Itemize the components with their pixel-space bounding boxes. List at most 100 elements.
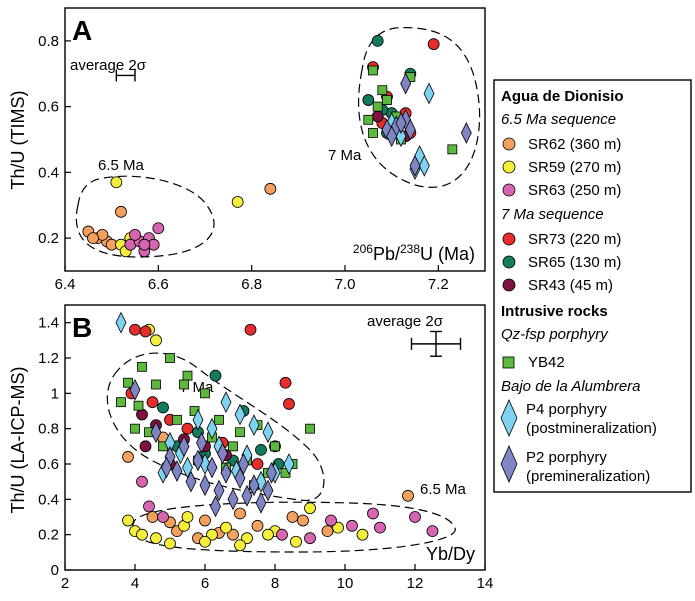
panel-a-xlabel-b: U (Ma) (420, 244, 475, 264)
panel-a-point-yb42 (447, 144, 458, 155)
panel-b-point-p2 (248, 474, 260, 497)
panel-b-point-p2 (161, 456, 172, 479)
panel-b-point-sr73 (283, 398, 295, 410)
panel-a-point-sr59 (231, 196, 244, 208)
panel-b-xtick-label: 2 (61, 575, 69, 592)
panel-a-ytick-label: 0.8 (38, 33, 59, 50)
legend-item-sr43: SR43 (45 m) (502, 277, 613, 294)
legend-marker-sr73 (502, 232, 516, 246)
panel-b-point-p2 (178, 435, 190, 458)
panel-a-point-sr65 (371, 34, 384, 47)
panel-a-xlabel-pre: 206 (353, 242, 373, 256)
panel-b-point-p2 (185, 470, 197, 493)
legend-title: Agua de Dionisio (501, 88, 624, 105)
panel-a-point-p2 (386, 125, 398, 148)
panel-a-label: A (72, 15, 92, 46)
panel-b-point-p4 (283, 453, 295, 475)
panel-b-point-p2 (192, 449, 204, 472)
panel-b-point-yb42 (165, 353, 175, 363)
legend-marker-yb42 (502, 356, 515, 369)
panel-b-point-sr59 (262, 528, 274, 541)
panel-a-ylabel: Th/U (TIMS) (8, 91, 28, 190)
panel-a-ytick-label: 0.2 (38, 230, 59, 247)
panel-b-point-p2 (171, 460, 183, 482)
panel-b-point-p2 (241, 484, 253, 507)
legend-label-sr65: SR65 (130 m) (528, 254, 621, 271)
panel-a-envelope-label-7: 7 Ma (328, 147, 362, 164)
panel-b-point-p4 (234, 403, 246, 426)
panel-b-point-sr62 (402, 489, 414, 502)
panel-b-point-yb42 (179, 379, 189, 390)
legend-item-yb42: YB42 (502, 354, 565, 371)
panel-b-point-yb42 (123, 377, 133, 388)
panel-b-point-sr65 (157, 401, 169, 414)
panel-a-point-sr62 (264, 182, 277, 195)
legend-label-p4-line2: (postmineralization) (526, 420, 657, 437)
panel-b-point-sr59 (150, 334, 162, 347)
panel-a-ytick-label: 0.6 (38, 99, 59, 116)
legend-intrusive-title: Intrusive rocks (501, 303, 608, 320)
panel-b-point-p2 (210, 495, 221, 518)
panel-b-point-p4 (115, 311, 127, 334)
panel-b-point-p4 (248, 414, 260, 437)
panel-b-point-p2 (217, 442, 228, 465)
panel-b-ytick-label: 0.4 (38, 491, 59, 508)
panel-b-point-sr73 (279, 376, 292, 389)
panel-a-point-yb42 (368, 65, 378, 76)
panel-a-xtick-label: 6.8 (241, 276, 262, 293)
panel-b-point-sr59 (206, 528, 218, 541)
panel-a-xlabel: 206Pb/238U (Ma) (353, 242, 475, 264)
panel-b-point-yb42 (235, 427, 245, 438)
panel-a-xtick-label: 7.2 (428, 276, 449, 293)
panel-b-ytick-label: 1.2 (38, 350, 59, 367)
panel-b-point-p2 (238, 453, 249, 475)
panel-b-point-p2 (220, 461, 232, 484)
legend-label-p2-line2: (premineralization) (526, 468, 650, 485)
panel-b-point-sr65 (209, 369, 222, 382)
panel-b-point-sr63 (136, 475, 148, 488)
panel-b-envelope-label-65: 6.5 Ma (420, 481, 467, 498)
panel-a-point-yb42 (382, 95, 392, 105)
panel-b-xtick-label: 8 (271, 575, 279, 592)
panel-b-point-sr59 (304, 502, 316, 515)
panel-a-envelope-label-65: 6.5 Ma (98, 157, 145, 174)
panel-b-point-yb42 (151, 379, 161, 390)
panel-b-xtick-label: 12 (407, 575, 424, 592)
panel-b-point-p2 (227, 488, 239, 511)
panel-b-xlabel: Yb/Dy (426, 544, 475, 564)
panel-b-points (115, 311, 439, 552)
legend-marker-sr59 (502, 160, 516, 174)
legend-marker-sr62 (502, 137, 516, 151)
panel-b-point-yb42 (116, 397, 126, 408)
panel-a-point-p2 (460, 122, 472, 144)
legend-label-sr43: SR43 (45 m) (528, 277, 613, 294)
legend-label-sr59: SR59 (270 m) (528, 159, 621, 176)
panel-b-point-p2 (129, 378, 141, 401)
panel-a-point-sr73 (427, 38, 440, 51)
panel-b-point-yb42 (200, 388, 210, 399)
legend-heading-7: 7 Ma sequence (501, 206, 604, 223)
panel-a-point-sr63 (152, 222, 165, 235)
panel-a-point-p4 (418, 154, 430, 177)
panel-a-frame (64, 7, 486, 272)
legend-bajo-heading: Bajo de la Alumbrera (501, 378, 641, 395)
panel-b-point-sr43 (136, 408, 148, 421)
panel-b-xtick-label: 10 (337, 575, 354, 592)
panel-b-point-sr62 (199, 514, 211, 527)
panel-b-point-sr73 (251, 458, 264, 470)
legend-porphyry-heading: Qz-fsp porphyry (501, 326, 609, 343)
panel-b-point-sr43 (139, 440, 152, 453)
panel-b-point-sr59 (220, 521, 232, 534)
panel-b-point-p4 (220, 391, 232, 414)
panel-b-ytick-label: 0 (51, 562, 59, 579)
panel-b-point-sr62 (286, 511, 299, 523)
legend-label-p4-line1: P4 porphyry (526, 401, 607, 418)
panel-b-error-label: average 2σ (367, 313, 444, 330)
panel-b-point-sr73 (139, 325, 152, 338)
panel-b-point-p2 (266, 461, 277, 484)
legend-marker-sr43 (502, 278, 516, 292)
panel-b-error-bar (410, 330, 462, 357)
panel-b-point-sr63 (304, 532, 316, 545)
panel-b-point-p4 (182, 456, 193, 479)
